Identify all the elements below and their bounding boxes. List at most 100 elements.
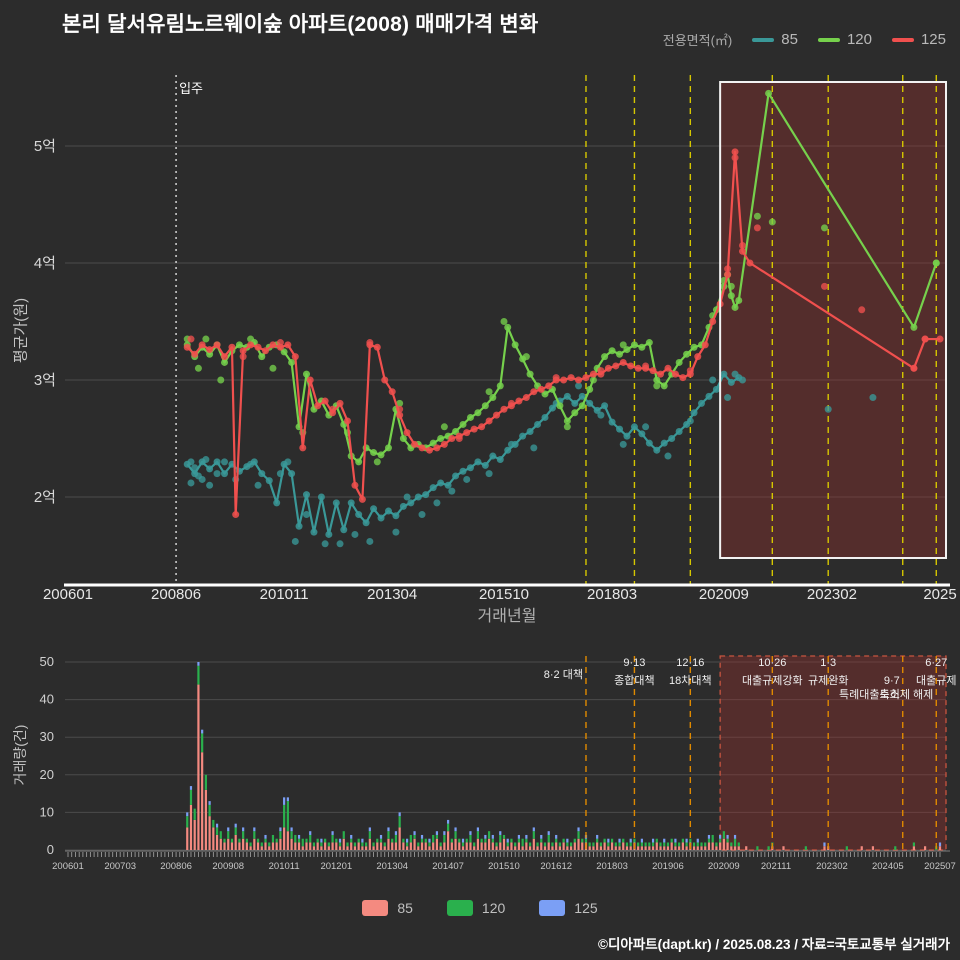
volume-bar bbox=[528, 842, 532, 847]
volume-bar bbox=[406, 842, 409, 847]
volume-bar bbox=[622, 838, 625, 843]
series-120-point bbox=[384, 444, 392, 452]
volume-bar bbox=[495, 842, 498, 847]
volume-legend-item-120[interactable]: 120 bbox=[446, 900, 505, 916]
series-125-point bbox=[589, 370, 597, 378]
legend-item-85[interactable]: 85 bbox=[752, 31, 798, 48]
volume-bar bbox=[290, 831, 293, 839]
series-125-point bbox=[910, 364, 918, 372]
series-85-point bbox=[325, 530, 333, 538]
series-85-point bbox=[653, 446, 661, 454]
volume-bar bbox=[461, 842, 465, 847]
series-120-point bbox=[288, 358, 296, 366]
volume-bar bbox=[305, 842, 308, 850]
volume-bar bbox=[189, 804, 193, 850]
volume-bar bbox=[208, 804, 211, 817]
policy-annotation: 6·27 bbox=[925, 657, 947, 669]
volume-bar bbox=[365, 846, 368, 850]
volume-y-tick-label: 10 bbox=[40, 804, 54, 819]
series-125-point bbox=[232, 511, 240, 519]
series-85-point bbox=[221, 458, 229, 466]
volume-bar bbox=[651, 846, 655, 850]
volume-bar bbox=[335, 842, 338, 850]
volume-bar bbox=[361, 842, 364, 847]
volume-bar bbox=[480, 842, 483, 850]
series-85-point bbox=[474, 458, 482, 466]
volume-bar bbox=[555, 834, 558, 839]
volume-bar bbox=[514, 846, 517, 850]
series-85-point bbox=[291, 537, 299, 545]
volume-bar bbox=[249, 846, 252, 850]
series-120-point bbox=[675, 358, 683, 366]
volume-x-tick-label: 202507 bbox=[924, 861, 956, 872]
volume-bar bbox=[685, 842, 688, 847]
volume-bar bbox=[432, 842, 435, 850]
volume-bar bbox=[439, 846, 442, 850]
volume-bar bbox=[283, 804, 286, 828]
series-85-point bbox=[392, 512, 400, 520]
volume-bar bbox=[614, 842, 617, 847]
series-85-point bbox=[429, 484, 437, 492]
volume-bar bbox=[562, 838, 565, 843]
series-85-point bbox=[608, 418, 616, 426]
legend-item-125[interactable]: 125 bbox=[891, 31, 946, 48]
series-125-point bbox=[530, 388, 538, 396]
series-125-point bbox=[507, 399, 515, 407]
volume-bar bbox=[379, 842, 383, 850]
move-in-label: 입주 bbox=[179, 81, 203, 96]
volume-bar bbox=[264, 834, 267, 839]
volume-bar bbox=[253, 838, 256, 850]
volume-bar bbox=[331, 842, 334, 850]
series-125-point bbox=[921, 335, 929, 343]
series-125-point bbox=[403, 429, 411, 437]
volume-bar bbox=[394, 834, 398, 843]
volume-bar bbox=[566, 838, 569, 843]
series-85-point bbox=[437, 479, 445, 487]
volume-x-tick-label: 201803 bbox=[596, 861, 628, 872]
series-85-point bbox=[276, 470, 284, 478]
volume-bar bbox=[625, 842, 629, 847]
series-85-point bbox=[332, 499, 340, 507]
volume-bar bbox=[476, 831, 480, 839]
series-125-point bbox=[440, 440, 448, 448]
series-120-point bbox=[466, 413, 474, 421]
series-120-point bbox=[511, 341, 519, 349]
volume-bar bbox=[566, 846, 569, 850]
volume-bar bbox=[655, 838, 658, 843]
volume-bar bbox=[331, 834, 334, 843]
volume-bar bbox=[733, 838, 737, 847]
volume-bar bbox=[517, 838, 521, 843]
volume-bar bbox=[469, 842, 472, 850]
volume-bar bbox=[514, 842, 517, 847]
series-120-point bbox=[500, 318, 508, 325]
series-125-point bbox=[418, 444, 426, 452]
series-120-point bbox=[221, 358, 229, 366]
volume-bar bbox=[487, 831, 491, 839]
volume-bar bbox=[372, 846, 375, 850]
volume-legend-item-85[interactable]: 85 bbox=[362, 900, 413, 916]
legend-item-120[interactable]: 120 bbox=[817, 31, 872, 48]
volume-bar bbox=[532, 838, 535, 850]
volume-bar bbox=[614, 846, 617, 850]
series-125-point bbox=[537, 385, 545, 393]
series-125-point bbox=[567, 374, 575, 382]
series-120-point bbox=[202, 335, 210, 343]
volume-bar bbox=[279, 827, 282, 832]
volume-bar bbox=[532, 831, 535, 839]
series-125-point bbox=[299, 444, 307, 452]
volume-bar bbox=[193, 819, 196, 850]
series-85-point bbox=[258, 470, 266, 478]
volume-bar bbox=[413, 838, 416, 850]
volume-x-tick-label: 202009 bbox=[708, 861, 740, 872]
series-120-point bbox=[280, 348, 288, 356]
volume-bar bbox=[722, 831, 725, 839]
series-85-point bbox=[448, 487, 456, 495]
volume-axis-title: 거래량(건) bbox=[12, 724, 28, 786]
series-85-point bbox=[727, 378, 735, 386]
volume-bar bbox=[413, 834, 416, 839]
volume-bar bbox=[342, 838, 345, 850]
series-85-point bbox=[362, 519, 370, 527]
volume-legend-item-125[interactable]: 125 bbox=[539, 900, 598, 916]
